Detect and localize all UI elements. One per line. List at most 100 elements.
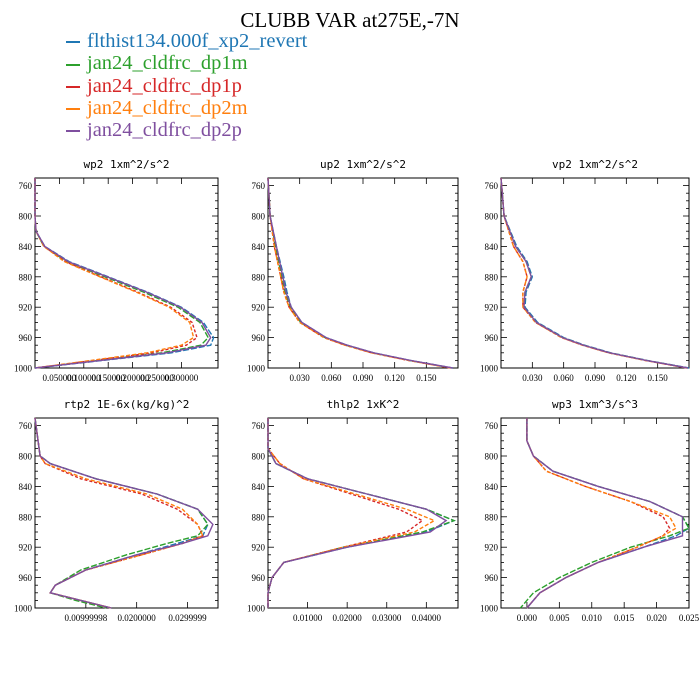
y-tick-label: 840 — [485, 242, 499, 252]
panel-title: wp3 1xm^3/s^3 — [552, 398, 638, 411]
y-tick-label: 1000 — [247, 604, 266, 614]
series-line — [34, 417, 204, 609]
series-line — [267, 177, 452, 369]
x-tick-label: 0.050000 — [43, 373, 77, 383]
series-line — [267, 177, 453, 369]
y-tick-label: 800 — [485, 212, 499, 222]
y-tick-label: 840 — [252, 482, 266, 492]
legend-label: jan24_cldfrc_dp2m — [87, 96, 248, 119]
series-line — [34, 417, 204, 609]
y-tick-label: 1000 — [14, 364, 33, 374]
legend-label: flthist134.000f_xp2_revert — [87, 30, 308, 52]
y-tick-label: 960 — [252, 573, 266, 583]
y-tick-label: 800 — [19, 212, 33, 222]
x-tick-label: 0.01000 — [293, 613, 323, 623]
x-tick-label: 0.030 — [522, 373, 543, 383]
x-tick-label: 0.030 — [290, 373, 311, 383]
x-tick-label: 0.250000 — [140, 373, 174, 383]
x-tick-label: 0.060 — [321, 373, 342, 383]
y-tick-label: 760 — [19, 181, 33, 191]
x-tick-label: 0.025 — [679, 613, 700, 623]
x-tick-label: 0.200000 — [116, 373, 150, 383]
x-tick-label: 0.150 — [416, 373, 437, 383]
series-line — [267, 418, 456, 608]
series-line — [34, 417, 209, 609]
y-tick-label: 1000 — [247, 364, 266, 374]
series-line — [34, 178, 210, 369]
y-tick-label: 920 — [252, 303, 266, 313]
series-line — [267, 418, 436, 608]
x-tick-label: 0.120 — [385, 373, 406, 383]
y-tick-label: 760 — [19, 421, 33, 431]
y-tick-label: 800 — [252, 452, 266, 462]
x-tick-label: 0.100000 — [67, 373, 101, 383]
panel-title: rtp2 1E-6x(kg/kg)^2 — [64, 398, 190, 411]
series-line — [267, 418, 448, 608]
plot-frame — [500, 177, 690, 369]
legend-label: jan24_cldfrc_dp2p — [87, 119, 242, 142]
y-tick-label: 880 — [19, 512, 33, 522]
x-tick-label: 0.04000 — [412, 613, 442, 623]
y-tick-label: 800 — [485, 452, 499, 462]
y-tick-label: 960 — [252, 333, 266, 343]
legend-item: jan24_cldfrc_dp2m — [66, 97, 307, 119]
plot-frame — [267, 417, 459, 609]
y-tick-label: 760 — [252, 181, 266, 191]
y-tick-label: 960 — [485, 573, 499, 583]
legend-item: jan24_cldfrc_dp1p — [66, 75, 307, 97]
plot-frame — [34, 417, 219, 609]
panel-title: vp2 1xm^2/s^2 — [552, 158, 638, 171]
panel-title: wp2 1xm^2/s^2 — [83, 158, 169, 171]
y-tick-label: 920 — [19, 543, 33, 553]
x-tick-label: 0.090 — [353, 373, 374, 383]
y-tick-label: 880 — [252, 512, 266, 522]
y-tick-label: 960 — [485, 333, 499, 343]
y-tick-label: 1000 — [480, 364, 499, 374]
panel-title: up2 1xm^2/s^2 — [320, 158, 406, 171]
y-tick-label: 920 — [485, 543, 499, 553]
series-line — [500, 177, 688, 369]
y-tick-label: 760 — [485, 181, 499, 191]
series-line — [500, 177, 688, 369]
x-tick-label: 0.005 — [549, 613, 570, 623]
series-line — [34, 417, 209, 609]
x-tick-label: 0.150 — [648, 373, 669, 383]
series-line — [526, 418, 671, 609]
y-tick-label: 840 — [252, 242, 266, 252]
series-line — [34, 178, 215, 369]
figure-title: CLUBB VAR at275E,-7N — [240, 8, 460, 32]
y-tick-label: 800 — [252, 212, 266, 222]
y-tick-label: 840 — [19, 242, 33, 252]
y-tick-label: 1000 — [480, 604, 499, 614]
y-tick-label: 920 — [485, 303, 499, 313]
series-line — [267, 418, 456, 608]
legend-swatch — [66, 85, 80, 88]
x-tick-label: 0.020 — [646, 613, 667, 623]
y-tick-label: 960 — [19, 573, 33, 583]
legend-swatch — [66, 130, 80, 133]
series-line — [526, 418, 690, 609]
x-tick-label: 0.010 — [582, 613, 603, 623]
panel-title: thlp2 1xK^2 — [327, 398, 400, 411]
x-tick-label: 0.03000 — [372, 613, 402, 623]
y-tick-label: 960 — [19, 333, 33, 343]
y-tick-label: 760 — [252, 421, 266, 431]
series-line — [267, 177, 451, 369]
series-line — [500, 177, 689, 369]
x-tick-label: 0.000 — [517, 613, 538, 623]
series-line — [526, 418, 677, 609]
series-line — [34, 178, 198, 369]
x-tick-label: 0.00999998 — [64, 613, 107, 623]
plot-frame — [267, 177, 459, 369]
legend: flthist134.000f_xp2_revert jan24_cldfrc_… — [66, 30, 307, 141]
y-tick-label: 800 — [19, 452, 33, 462]
x-tick-label: 0.0200000 — [118, 613, 157, 623]
y-tick-label: 880 — [19, 272, 33, 282]
legend-label: jan24_cldfrc_dp1p — [87, 74, 242, 97]
x-tick-label: 0.090 — [585, 373, 606, 383]
plot-frame — [500, 417, 690, 609]
legend-swatch — [66, 41, 80, 44]
y-tick-label: 840 — [19, 482, 33, 492]
series-line — [267, 177, 451, 369]
x-tick-label: 0.02000 — [333, 613, 363, 623]
